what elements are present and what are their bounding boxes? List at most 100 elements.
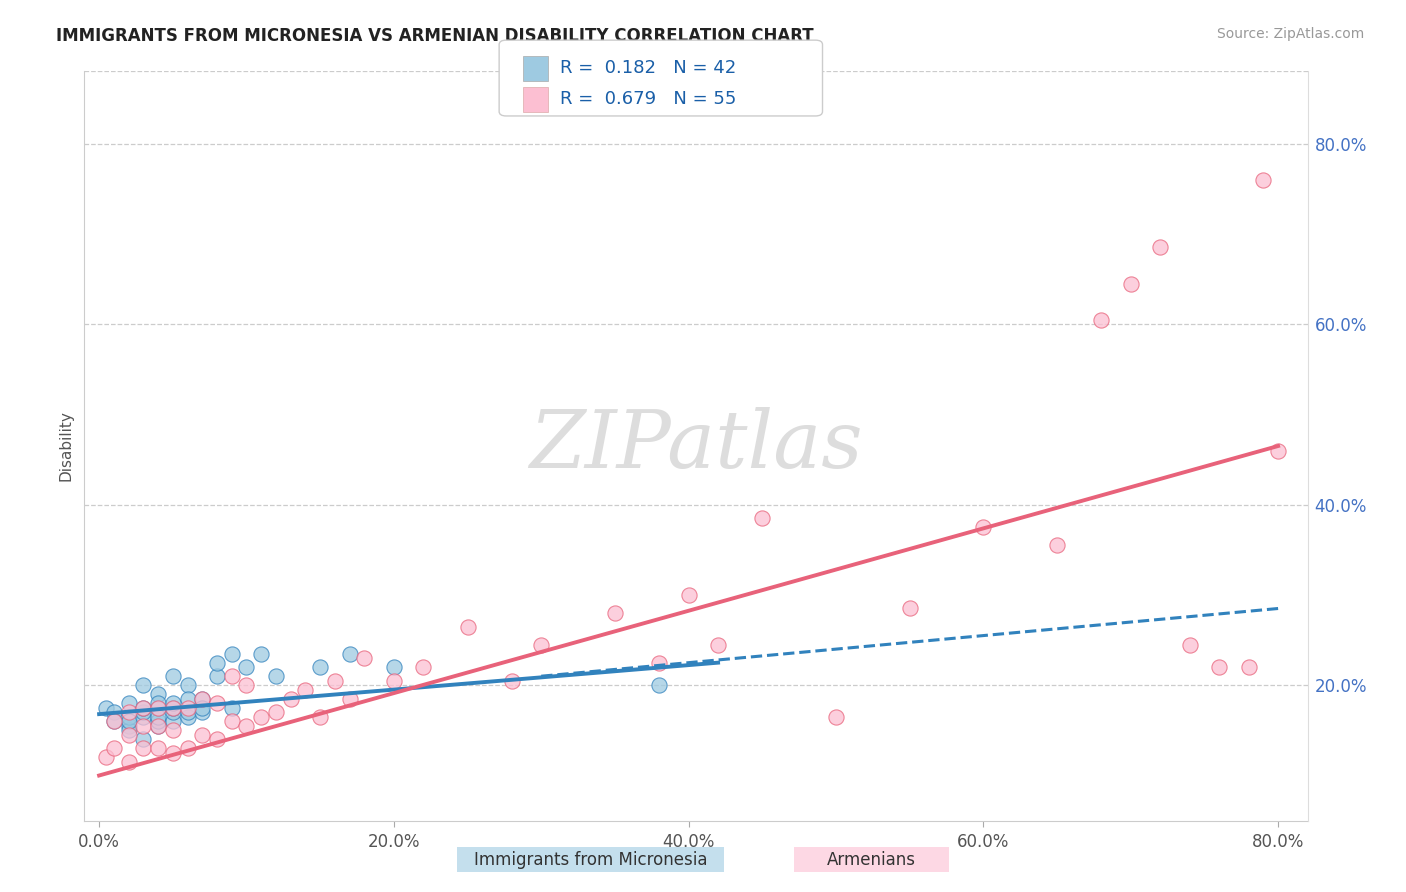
Point (221, 647, 243, 661)
Point (103, 714, 125, 729)
Point (146, 719, 169, 733)
Point (235, 678, 257, 692)
Point (176, 710, 198, 724)
Point (96, 750, 118, 764)
Point (146, 710, 169, 724)
Point (176, 700, 198, 714)
Point (1119, 277, 1142, 291)
Point (294, 682, 316, 697)
Point (382, 660, 405, 674)
Point (146, 714, 169, 729)
Text: R =  0.679   N = 55: R = 0.679 N = 55 (560, 90, 735, 109)
Point (280, 691, 302, 706)
Point (339, 691, 361, 706)
Point (162, 714, 184, 729)
Point (176, 706, 198, 720)
Point (264, 669, 287, 683)
Point (191, 728, 214, 742)
Point (146, 719, 169, 733)
Point (501, 673, 523, 688)
Point (162, 669, 184, 683)
Point (205, 732, 228, 747)
Point (132, 678, 155, 692)
Point (117, 710, 139, 724)
Point (162, 696, 184, 710)
Point (176, 678, 198, 692)
Point (898, 601, 921, 615)
Point (250, 710, 273, 724)
Y-axis label: Disability: Disability (58, 410, 73, 482)
Point (191, 700, 214, 714)
Point (648, 678, 671, 692)
Point (103, 741, 125, 756)
Point (146, 741, 169, 756)
Point (103, 714, 125, 729)
Point (1090, 312, 1112, 326)
Point (146, 700, 169, 714)
Text: R =  0.182   N = 42: R = 0.182 N = 42 (560, 59, 735, 77)
Point (162, 700, 184, 714)
Point (1237, 660, 1260, 674)
Point (191, 706, 214, 720)
Text: IMMIGRANTS FROM MICRONESIA VS ARMENIAN DISABILITY CORRELATION CHART: IMMIGRANTS FROM MICRONESIA VS ARMENIAN D… (56, 27, 814, 45)
Point (309, 710, 332, 724)
Point (132, 700, 155, 714)
Point (323, 673, 346, 688)
Point (751, 511, 773, 525)
Point (117, 696, 139, 710)
Text: Armenians: Armenians (827, 851, 917, 869)
Point (132, 710, 155, 724)
Point (132, 741, 155, 756)
Point (309, 660, 332, 674)
Point (1178, 638, 1201, 652)
Point (132, 719, 155, 733)
Point (235, 660, 257, 674)
Point (1046, 538, 1069, 552)
Point (205, 656, 228, 670)
Point (117, 755, 139, 769)
Point (176, 741, 198, 756)
Text: Immigrants from Micronesia: Immigrants from Micronesia (474, 851, 707, 869)
Point (117, 706, 139, 720)
Point (117, 723, 139, 738)
Point (146, 700, 169, 714)
Point (96, 700, 118, 714)
Point (191, 691, 214, 706)
Point (132, 732, 155, 747)
Point (162, 723, 184, 738)
Point (146, 696, 169, 710)
Point (678, 588, 700, 602)
Point (235, 719, 257, 733)
Point (162, 706, 184, 720)
Point (1208, 660, 1230, 674)
Point (205, 669, 228, 683)
Point (648, 656, 671, 670)
Point (457, 619, 479, 633)
Point (103, 706, 125, 720)
Point (264, 706, 287, 720)
Point (191, 691, 214, 706)
Text: ZIPatlas: ZIPatlas (529, 408, 863, 484)
Point (205, 696, 228, 710)
Point (353, 651, 375, 665)
Point (250, 647, 273, 661)
Point (162, 700, 184, 714)
Point (117, 719, 139, 733)
Point (530, 638, 553, 652)
Text: Source: ZipAtlas.com: Source: ZipAtlas.com (1216, 27, 1364, 41)
Point (339, 647, 361, 661)
Point (1149, 240, 1171, 254)
Point (146, 687, 169, 701)
Point (603, 606, 626, 620)
Point (117, 714, 139, 729)
Point (382, 673, 405, 688)
Point (825, 710, 848, 724)
Point (176, 691, 198, 706)
Point (117, 728, 139, 742)
Point (132, 700, 155, 714)
Point (972, 520, 994, 534)
Point (1253, 172, 1275, 186)
Point (1267, 443, 1289, 458)
Point (162, 746, 184, 760)
Point (132, 706, 155, 720)
